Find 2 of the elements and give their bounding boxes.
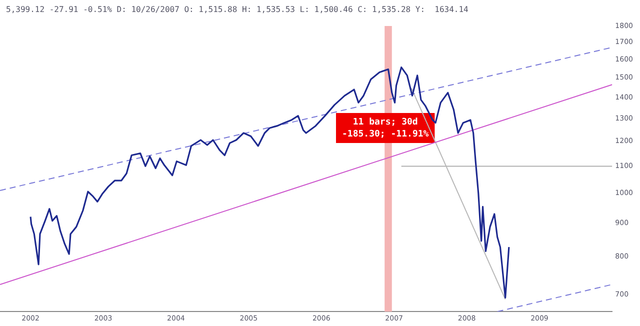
chart-title: 5,399.12 -27.91 -0.51% D: 10/26/2007 O: 1,515.88 H: 1,535.53 L: 1,500.46 C: 1,535.28 Y: 1634.14: [5, 4, 470, 16]
annotation: 11 bars; 30d -185.30; -11.91%: [342, 117, 430, 140]
